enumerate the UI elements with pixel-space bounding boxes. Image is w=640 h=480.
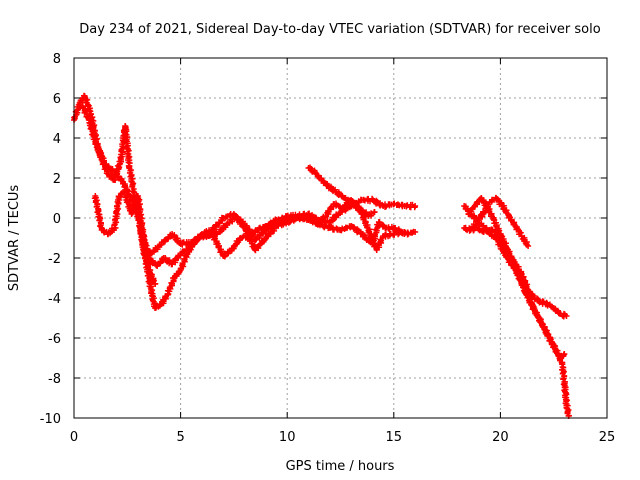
x-tick-label: 20 bbox=[492, 430, 509, 445]
interpolated-markers bbox=[376, 219, 387, 230]
x-tick-label: 15 bbox=[386, 430, 403, 445]
interpolated-markers bbox=[81, 94, 94, 117]
interpolated-markers bbox=[217, 219, 233, 235]
interpolated-markers bbox=[231, 212, 247, 230]
y-axis-ticks: -10 -8 -6 -4 -2 0 2 4 6 8 bbox=[40, 52, 607, 427]
interpolated-markers bbox=[493, 236, 506, 252]
y-tick-label: -2 bbox=[48, 252, 61, 267]
interpolated-markers bbox=[112, 158, 125, 183]
x-tick-label: 0 bbox=[70, 430, 78, 445]
interpolated-markers bbox=[327, 210, 343, 225]
y-tick-label: 4 bbox=[53, 132, 61, 147]
y-tick-label: -8 bbox=[48, 372, 61, 387]
x-tick-label: 25 bbox=[599, 430, 616, 445]
interpolated-markers bbox=[91, 194, 105, 232]
interpolated-markers bbox=[253, 228, 269, 243]
interpolated-markers bbox=[179, 242, 193, 257]
y-tick-label: 2 bbox=[53, 172, 61, 187]
interpolated-markers bbox=[525, 294, 537, 312]
data-point bbox=[525, 243, 532, 249]
interpolated-markers bbox=[531, 307, 544, 324]
interpolated-markers bbox=[518, 233, 530, 248]
x-tick-label: 10 bbox=[279, 430, 296, 445]
series-track-e bbox=[305, 164, 378, 219]
interpolated-markers bbox=[505, 257, 518, 272]
interpolated-markers bbox=[143, 261, 155, 290]
interpolated-markers bbox=[538, 320, 550, 337]
interpolated-markers bbox=[544, 332, 557, 348]
interpolated-markers bbox=[505, 214, 518, 228]
series-track-i bbox=[467, 218, 568, 362]
interpolated-markers bbox=[99, 158, 111, 177]
chart-title: Day 234 of 2021, Sidereal Day-to-day VTE… bbox=[79, 22, 600, 37]
interpolated-markers bbox=[134, 194, 146, 230]
interpolated-markers bbox=[171, 268, 183, 280]
interpolated-markers bbox=[559, 361, 568, 385]
y-tick-label: 8 bbox=[53, 52, 61, 67]
gridlines bbox=[74, 58, 607, 418]
interpolated-markers bbox=[79, 104, 93, 122]
interpolated-markers bbox=[122, 123, 133, 169]
data-point bbox=[401, 229, 408, 235]
data-point bbox=[371, 209, 378, 215]
interpolated-markers bbox=[478, 195, 490, 210]
interpolated-markers bbox=[358, 211, 373, 236]
y-tick-label: 6 bbox=[53, 92, 61, 107]
interpolated-markers bbox=[264, 223, 280, 240]
interpolated-markers bbox=[359, 230, 376, 247]
interpolated-markers bbox=[498, 232, 509, 250]
plot-frame bbox=[73, 57, 608, 419]
interpolated-markers bbox=[92, 140, 105, 163]
data-point bbox=[561, 351, 568, 357]
y-axis-label: SDTVAR / TECUs bbox=[7, 185, 22, 292]
interpolated-markers bbox=[560, 380, 570, 407]
interpolated-markers bbox=[209, 214, 226, 233]
y-tick-label: -6 bbox=[48, 332, 61, 347]
x-axis-ticks: 0 5 10 15 20 25 bbox=[70, 58, 615, 445]
interpolated-markers bbox=[169, 252, 184, 268]
data-point bbox=[412, 203, 419, 209]
x-axis-label: GPS time / hours bbox=[286, 459, 395, 474]
y-tick-label: 0 bbox=[53, 212, 61, 227]
x-tick-label: 5 bbox=[176, 430, 184, 445]
interpolated-markers bbox=[111, 197, 123, 231]
y-tick-label: -4 bbox=[48, 292, 61, 307]
data-point bbox=[412, 229, 419, 235]
interpolated-markers bbox=[491, 217, 504, 237]
data-point bbox=[563, 313, 570, 319]
data-series-group bbox=[71, 92, 572, 419]
interpolated-markers bbox=[86, 117, 99, 145]
y-tick-label: -10 bbox=[40, 412, 61, 427]
